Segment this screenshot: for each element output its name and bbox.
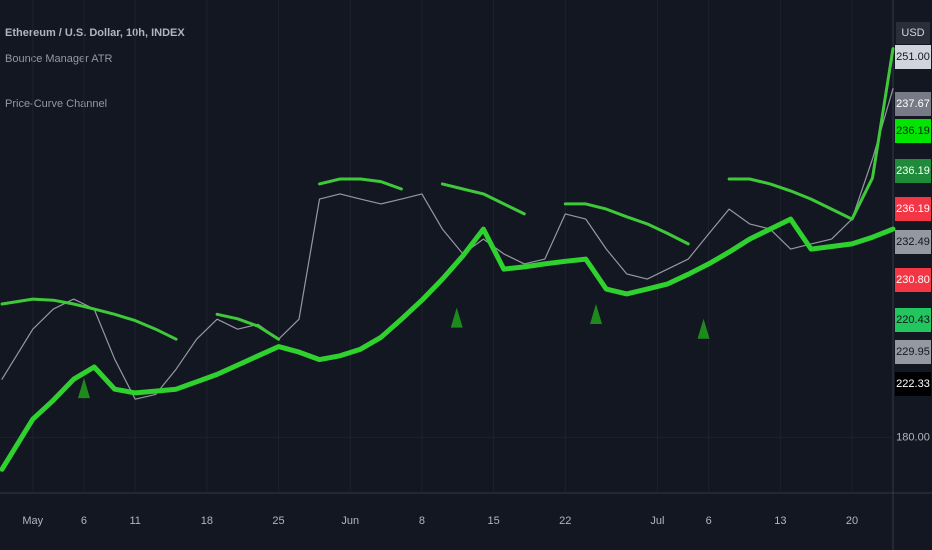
indicator-label: Bounce Manager ATR — [5, 53, 112, 65]
price-badge — [895, 159, 931, 183]
price-badge-label: 236.19 — [896, 125, 930, 137]
x-tick-label: 20 — [846, 515, 858, 527]
price-badge — [895, 197, 931, 221]
x-tick-label: May — [22, 515, 43, 527]
y-tick-label: 180.00 — [896, 431, 930, 443]
indicator-label: Price-Curve Channel — [5, 98, 107, 110]
x-tick-label: 8 — [419, 515, 425, 527]
series-line — [0, 216, 896, 472]
x-tick-label: 11 — [129, 515, 140, 527]
signal-arrow — [590, 303, 603, 324]
x-tick-label: 25 — [272, 515, 284, 527]
currency-label: USD — [901, 27, 924, 39]
x-tick-label: Jul — [650, 515, 664, 527]
price-badge-label: 222.33 — [896, 378, 930, 390]
x-tick-label: 13 — [774, 515, 786, 527]
price-badge-label: 236.19 — [896, 165, 930, 177]
x-tick-label: 6 — [706, 515, 712, 527]
price-badge — [895, 340, 931, 364]
signal-arrow — [450, 307, 463, 328]
price-badge — [895, 230, 931, 254]
x-tick-label: Jun — [341, 515, 359, 527]
price-badge-label: 229.95 — [896, 346, 930, 358]
price-badge — [895, 45, 931, 69]
x-tick-label: 6 — [81, 515, 87, 527]
series-line — [0, 47, 895, 341]
x-tick-label: 18 — [201, 515, 213, 527]
price-badge — [895, 308, 931, 332]
signal-arrow — [77, 378, 90, 399]
price-badge-label: 230.80 — [896, 274, 930, 286]
price-badge-label: 220.43 — [896, 314, 930, 326]
price-badge — [895, 372, 931, 396]
signal-arrow — [697, 318, 710, 339]
price-badge-label: 237.67 — [896, 98, 930, 110]
price-badge-label: 251.00 — [896, 51, 930, 63]
price-badge — [895, 92, 931, 116]
price-badge-label: 236.19 — [896, 203, 930, 215]
price-badge — [895, 119, 931, 143]
x-tick-label: 15 — [487, 515, 499, 527]
x-tick-label: 22 — [559, 515, 571, 527]
price-badge — [895, 268, 931, 292]
chart-title: Ethereum / U.S. Dollar, 10h, INDEX — [5, 27, 185, 39]
currency-badge — [896, 22, 930, 44]
price-badge-label: 232.49 — [896, 236, 930, 248]
